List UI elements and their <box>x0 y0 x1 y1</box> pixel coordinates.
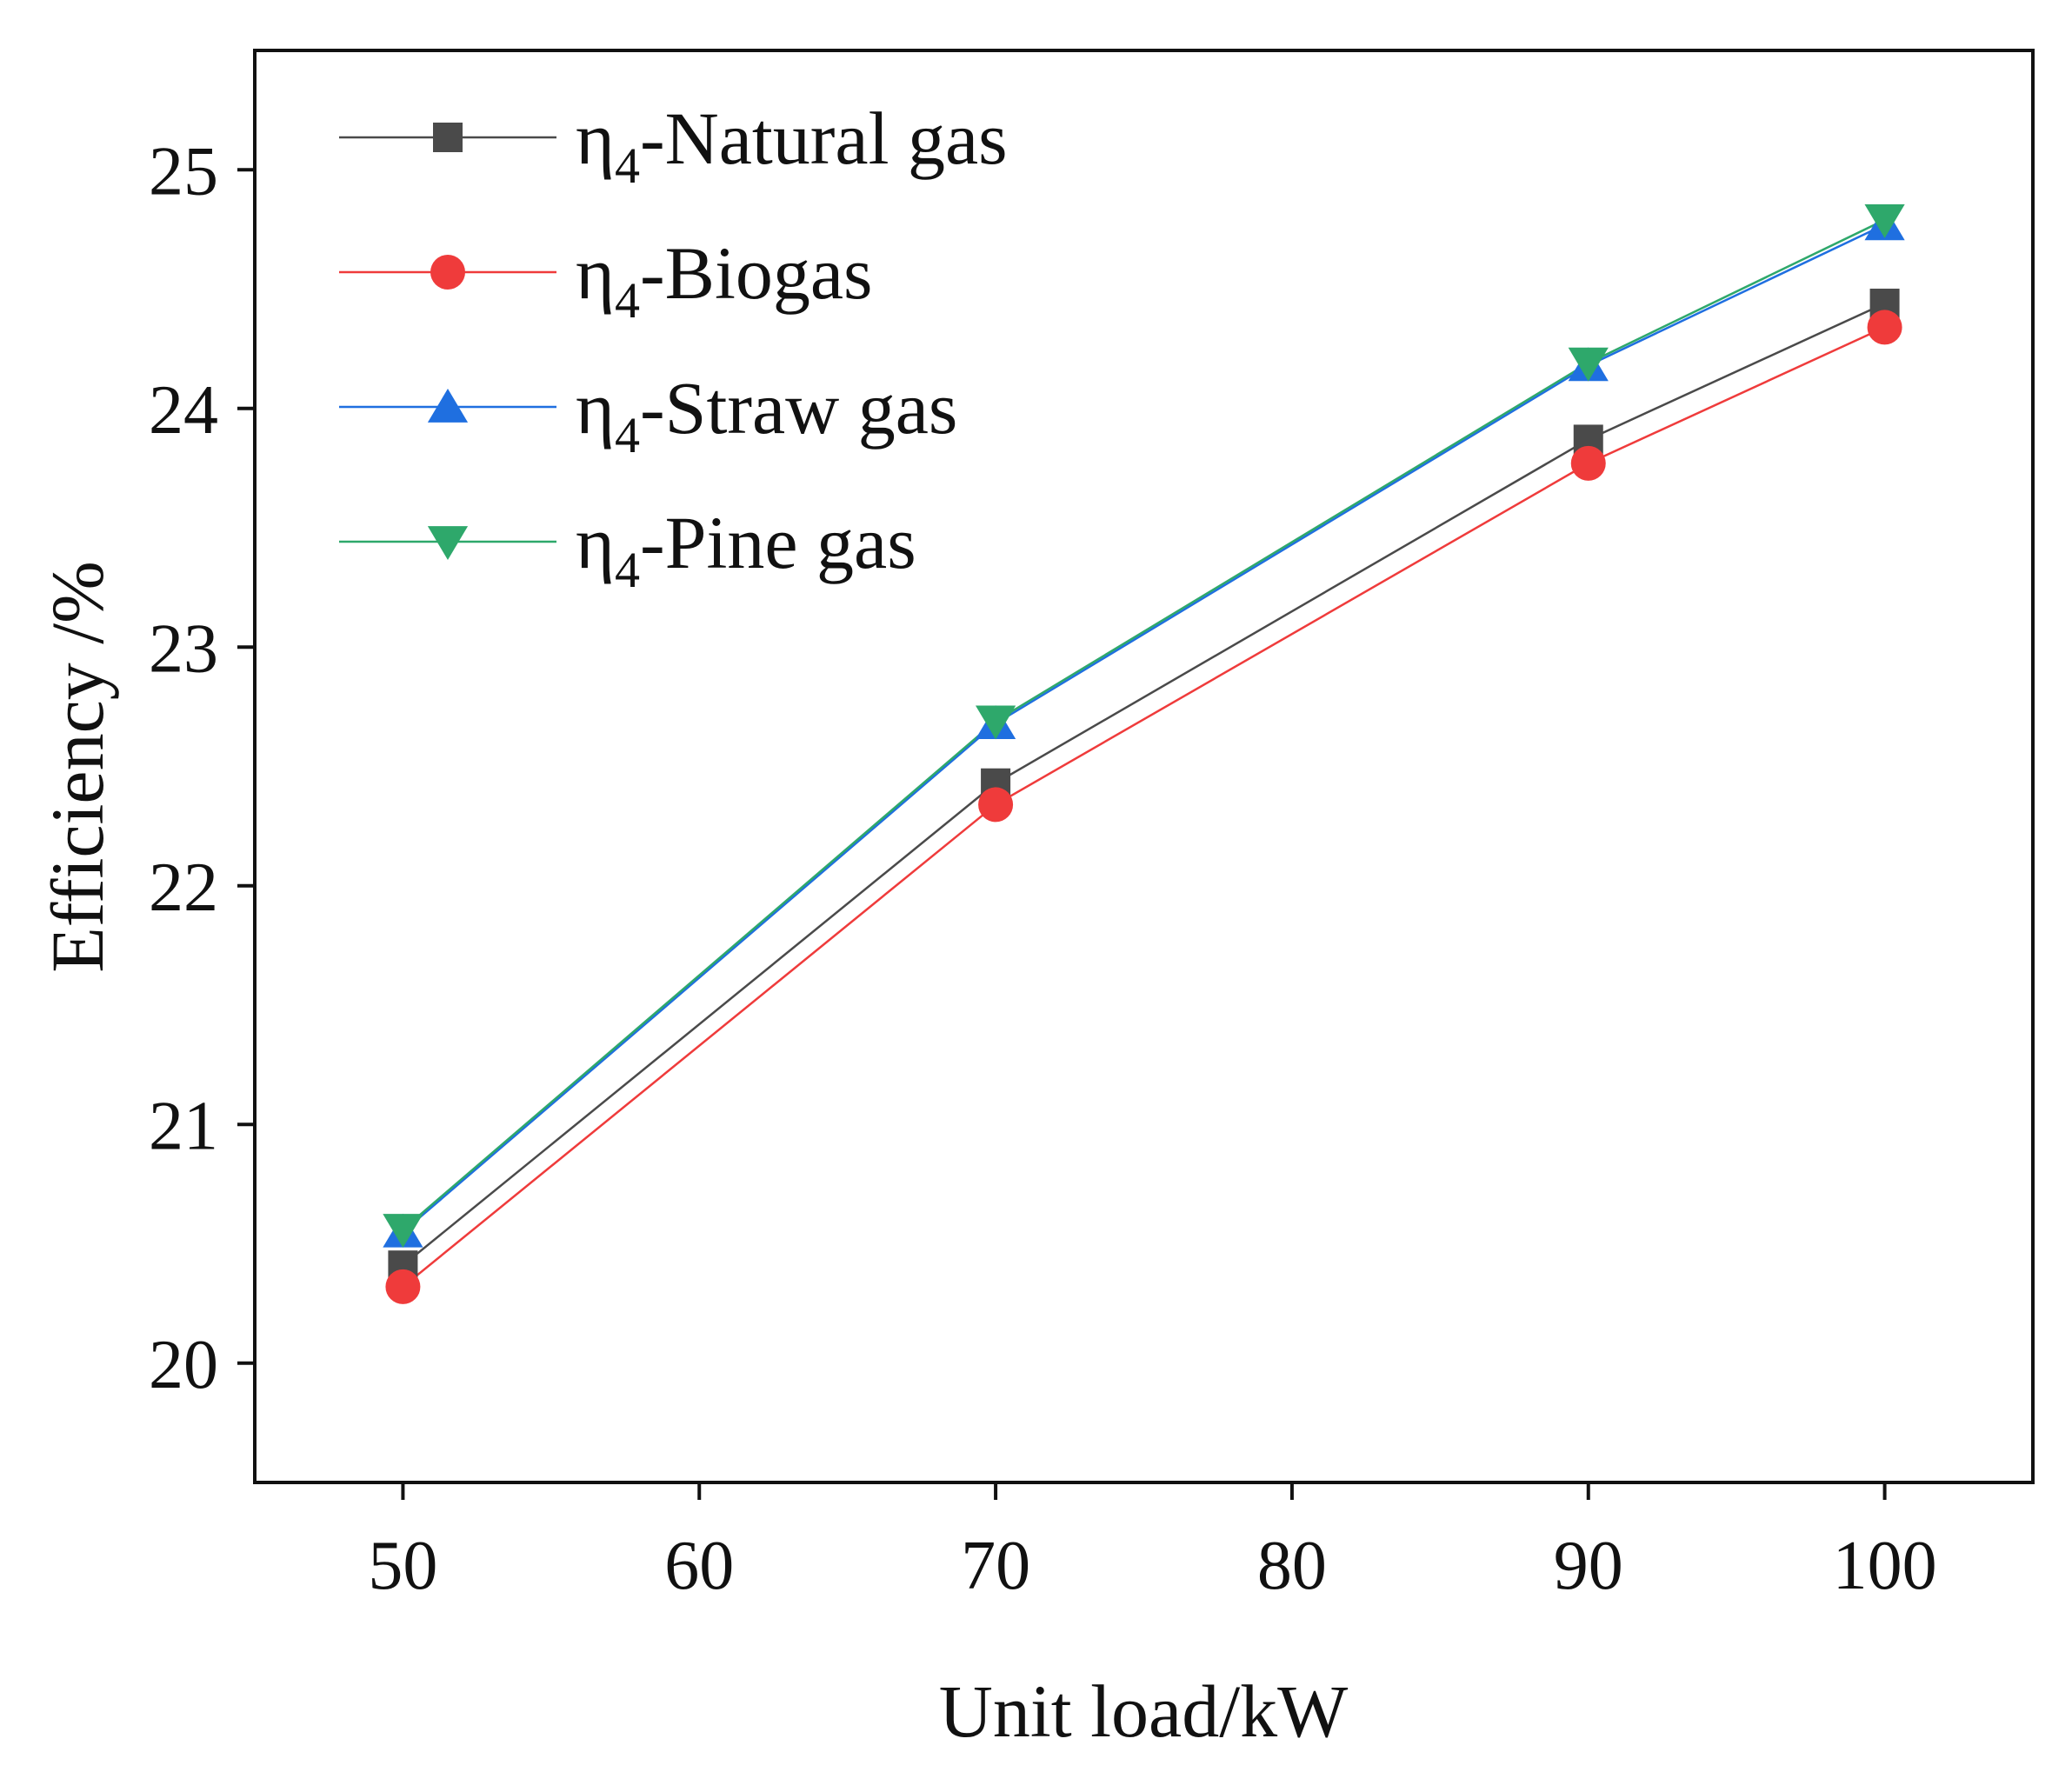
y-axis-label: Efficiency /% <box>36 561 119 973</box>
legend-series-name: -Biogas <box>640 231 873 315</box>
legend-label-natural-gas: η4-Natural gas <box>576 97 1008 194</box>
legend-marker-pine-gas <box>427 526 469 560</box>
x-tick-label: 60 <box>664 1528 734 1604</box>
series-lines <box>402 218 1886 1288</box>
data-point-pine-gas <box>975 705 1016 740</box>
legend-subscript: 4 <box>615 137 640 194</box>
y-tick-label: 21 <box>149 1088 218 1164</box>
x-tick-label: 50 <box>368 1528 437 1604</box>
data-point-pine-gas <box>1568 347 1609 382</box>
y-tick-label: 23 <box>149 610 218 687</box>
legend-subscript: 4 <box>615 542 640 598</box>
series-line-biogas <box>402 326 1886 1288</box>
y-tick-label: 20 <box>149 1327 218 1403</box>
x-tick-label: 100 <box>1833 1528 1937 1604</box>
x-tick-label: 70 <box>961 1528 1030 1604</box>
legend-marker-natural-gas <box>433 123 463 152</box>
series-line-natural-gas <box>402 302 1886 1267</box>
series-markers <box>383 204 1905 1304</box>
legend-eta-symbol: η <box>576 366 615 450</box>
legend-subscript: 4 <box>615 407 640 463</box>
y-tick-label: 24 <box>149 372 218 449</box>
x-axis: 50 60 70 80 90 100 <box>368 1482 1937 1604</box>
data-point-biogas <box>1867 310 1902 345</box>
x-tick-label: 80 <box>1257 1528 1327 1604</box>
data-point-pine-gas <box>383 1214 423 1249</box>
legend-marker-biogas <box>430 255 465 290</box>
data-point-biogas <box>978 787 1014 823</box>
data-point-pine-gas <box>1864 204 1905 238</box>
x-tick-label: 90 <box>1554 1528 1623 1604</box>
legend-series-name: -Pine gas <box>640 501 916 584</box>
legend-eta-symbol: η <box>576 97 615 180</box>
y-tick-label: 25 <box>149 133 218 210</box>
legend-label-pine-gas: η4-Pine gas <box>576 501 916 598</box>
x-axis-label: Unit load/kW <box>939 1669 1349 1753</box>
data-point-biogas <box>385 1269 421 1304</box>
data-point-biogas <box>1570 445 1606 481</box>
legend-subscript: 4 <box>615 272 640 329</box>
series-line-pine-gas <box>402 218 1886 1230</box>
y-tick-label: 22 <box>149 849 218 926</box>
legend-series-name: -Natural gas <box>640 97 1008 180</box>
legend-marker-straw-gas <box>427 389 469 423</box>
legend-series-name: -Straw gas <box>640 366 957 450</box>
plot-frame <box>253 49 2035 1484</box>
y-axis: 20 21 22 23 24 25 <box>149 133 255 1403</box>
legend-eta-symbol: η <box>576 501 615 584</box>
series-line-straw-gas <box>402 223 1886 1233</box>
legend-label-biogas: η4-Biogas <box>576 231 873 329</box>
legend-label-straw-gas: η4-Straw gas <box>576 366 957 463</box>
legend-eta-symbol: η <box>576 231 615 315</box>
